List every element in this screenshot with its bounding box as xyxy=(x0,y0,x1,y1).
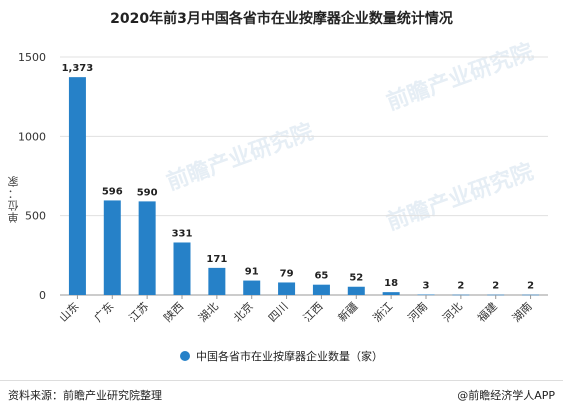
bar xyxy=(417,294,435,296)
watermark-text: 前瞻产业研究院 xyxy=(383,39,537,116)
x-category-label: 山东 xyxy=(57,300,82,325)
data-label: 65 xyxy=(314,271,328,282)
x-category-label: 福建 xyxy=(474,299,499,324)
bar xyxy=(522,294,540,296)
x-category-label: 浙江 xyxy=(371,300,396,325)
x-category-label: 江苏 xyxy=(127,300,152,325)
y-axis-label: 单位：家 xyxy=(7,175,20,223)
y-tick-label: 1500 xyxy=(18,51,46,64)
x-category-label: 广东 xyxy=(92,300,117,325)
bar xyxy=(278,282,296,295)
bar xyxy=(382,292,400,295)
grid-lines xyxy=(60,56,548,296)
data-label: 331 xyxy=(172,228,193,239)
y-tick-label: 1000 xyxy=(18,130,46,143)
bar xyxy=(487,294,505,296)
x-category-label: 陕西 xyxy=(161,299,186,324)
data-label: 79 xyxy=(280,268,294,279)
x-category-label: 北京 xyxy=(230,299,255,324)
legend: 中国各省市在业按摩器企业数量（家） xyxy=(0,348,563,364)
chart-title: 2020年前3月中国各省市在业按摩器企业数量统计情况 xyxy=(110,11,453,27)
data-label: 2 xyxy=(492,281,499,292)
data-label: 91 xyxy=(245,267,259,278)
legend-marker xyxy=(180,351,190,361)
data-label: 3 xyxy=(423,281,430,292)
data-label: 18 xyxy=(384,278,398,289)
y-tick-label: 500 xyxy=(25,210,46,223)
bar xyxy=(138,201,156,295)
bar xyxy=(208,267,226,295)
bar xyxy=(347,286,365,295)
bar xyxy=(173,242,191,295)
x-category-label: 四川 xyxy=(266,300,291,325)
bar xyxy=(312,284,330,295)
footer: 资料来源：前瞻产业研究院整理 @前瞻经济学人APP xyxy=(0,380,563,405)
data-label: 1,373 xyxy=(62,63,94,74)
credit-note: @前瞻经济学人APP xyxy=(457,389,555,402)
x-category-label: 江西 xyxy=(301,300,326,325)
data-label: 590 xyxy=(137,187,158,198)
watermark-text: 前瞻产业研究院 xyxy=(163,119,317,196)
x-category-label: 河南 xyxy=(405,300,430,325)
bars xyxy=(68,77,540,296)
bar xyxy=(452,294,470,296)
bar xyxy=(103,200,121,295)
x-category-label: 湖南 xyxy=(510,300,535,325)
bar xyxy=(68,77,86,295)
y-tick-label: 0 xyxy=(39,289,46,302)
x-category-label: 湖北 xyxy=(196,300,221,325)
source-note: 资料来源：前瞻产业研究院整理 xyxy=(8,389,162,402)
x-axis-categories: 山东 广东 江苏 陕西 湖北 北京 四川 江西 新疆 浙江 河南 河北 福建 湖南 xyxy=(57,295,535,325)
bar xyxy=(243,280,261,295)
watermark-text: 前瞻产业研究院 xyxy=(383,159,537,236)
legend-label: 中国各省市在业按摩器企业数量（家） xyxy=(196,350,383,363)
data-label: 2 xyxy=(457,281,464,292)
data-label: 171 xyxy=(206,254,227,265)
x-category-label: 新疆 xyxy=(335,299,360,324)
y-axis-ticks: 0 500 1000 1500 xyxy=(18,51,46,302)
x-category-label: 河北 xyxy=(440,300,465,325)
data-label: 52 xyxy=(349,273,363,284)
data-label: 2 xyxy=(527,281,534,292)
data-label: 596 xyxy=(102,186,123,197)
data-labels: 1,373 596 590 331 171 91 79 65 52 18 3 2 2 2 xyxy=(62,63,534,292)
